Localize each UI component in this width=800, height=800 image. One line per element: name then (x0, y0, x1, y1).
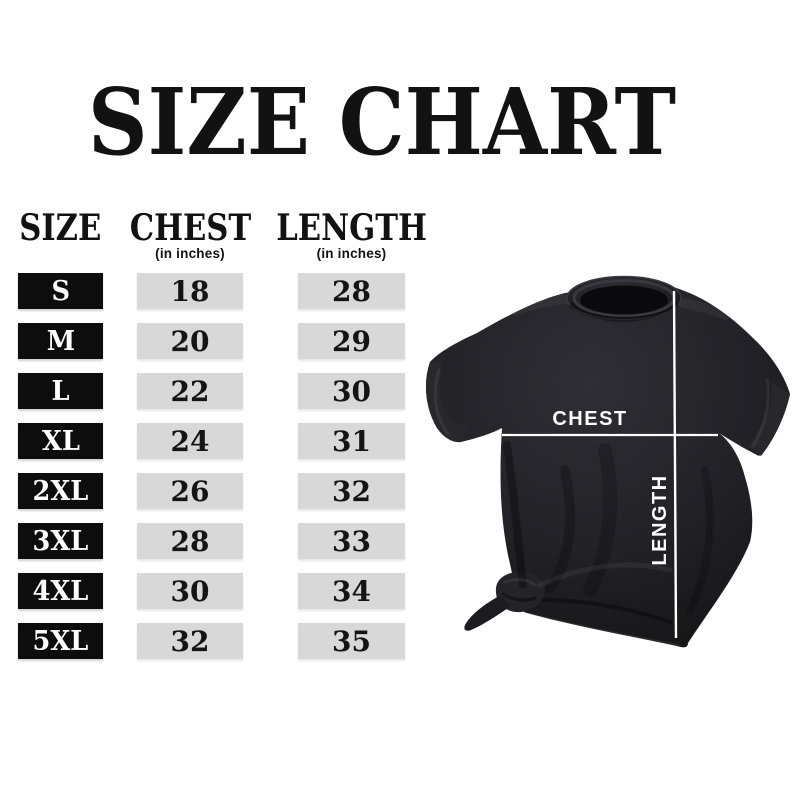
length-cell: 34 (298, 573, 405, 609)
chest-cell: 26 (137, 473, 243, 509)
size-badge: XL (18, 423, 103, 459)
table-row: 4XL 30 34 (18, 573, 405, 609)
tshirt-measurement-diagram: CHEST LENGTH (415, 270, 800, 660)
size-badge-label: 5XL (32, 625, 89, 657)
table-row: 5XL 32 35 (18, 623, 405, 659)
length-measure-label: LENGTH (649, 474, 671, 565)
tshirt-body (425, 279, 790, 648)
table-row: L 22 30 (18, 373, 405, 409)
chest-cell: 18 (137, 273, 243, 309)
length-cell: 29 (298, 323, 405, 359)
hem-knot (495, 571, 545, 613)
size-badge-label: M (46, 325, 75, 357)
column-header-chest: CHEST (in inches) (129, 210, 250, 262)
chest-cell: 24 (137, 423, 243, 459)
size-header-label: SIZE (19, 207, 102, 249)
size-badge: M (18, 323, 103, 359)
length-cell: 30 (298, 373, 405, 409)
length-header-label: LENGTH (276, 207, 427, 249)
chest-cell: 32 (137, 623, 243, 659)
size-table-header: SIZE CHEST (in inches) LENGTH (in inches… (18, 210, 427, 262)
chest-cell: 30 (137, 573, 243, 609)
size-badge: L (18, 373, 103, 409)
collar (566, 275, 682, 322)
size-badge-label: 3XL (32, 525, 89, 557)
size-badge: 2XL (18, 473, 103, 509)
page-title: SIZE CHART (87, 68, 677, 176)
table-row: 3XL 28 33 (18, 523, 405, 559)
size-badge: 4XL (18, 573, 103, 609)
column-header-length: LENGTH (in inches) (276, 210, 427, 262)
column-header-size: SIZE (18, 210, 103, 246)
right-sleeve-cuff (748, 382, 790, 456)
length-measure-line (672, 290, 678, 639)
chest-cell: 28 (137, 523, 243, 559)
hem-knot-tail (464, 596, 511, 631)
size-badge-label: 2XL (32, 475, 89, 507)
length-cell: 32 (298, 473, 405, 509)
length-header-unit: (in inches) (316, 246, 387, 261)
size-badge: 5XL (18, 623, 103, 659)
size-badge-label: XL (41, 425, 80, 457)
length-cell: 31 (298, 423, 405, 459)
table-row: XL 24 31 (18, 423, 405, 459)
tshirt-illustration: CHEST LENGTH (425, 275, 790, 648)
chest-header-label: CHEST (129, 207, 251, 249)
length-cell: 28 (298, 273, 405, 309)
size-badge-label: S (51, 275, 70, 307)
table-row: S 18 28 (18, 273, 405, 309)
length-cell: 35 (298, 623, 405, 659)
chest-cell: 22 (137, 373, 243, 409)
size-badge: S (18, 273, 103, 309)
table-row: 2XL 26 32 (18, 473, 405, 509)
table-row: M 20 29 (18, 323, 405, 359)
chest-measure-label: CHEST (552, 408, 627, 430)
chest-cell: 20 (137, 323, 243, 359)
size-badge-label: L (51, 375, 70, 407)
size-table: SIZE CHEST (in inches) LENGTH (in inches… (18, 210, 427, 659)
size-table-rows: S 18 28 M 20 29 L 22 30 XL 24 31 2XL 26 (18, 273, 405, 659)
chest-header-unit: (in inches) (155, 246, 225, 261)
length-cell: 33 (298, 523, 405, 559)
size-badge: 3XL (18, 523, 103, 559)
left-sleeve-cuff (425, 360, 468, 443)
size-badge-label: 4XL (32, 575, 89, 607)
fabric-folds (433, 291, 770, 647)
